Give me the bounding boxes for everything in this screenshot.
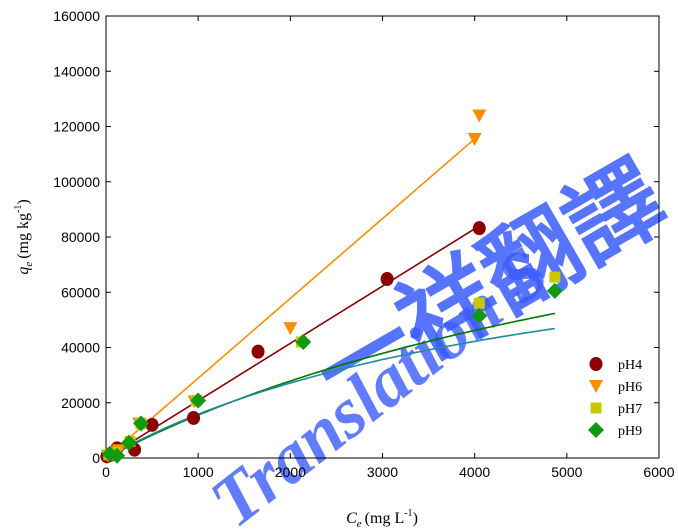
data-point-ph9 — [121, 434, 138, 451]
watermark: 一祥翻譯 Translation S — [196, 141, 678, 531]
x-axis-title: Ce (mg L-1) — [346, 508, 418, 530]
y-tick-label: 160000 — [53, 8, 100, 24]
fit-line-ph7 — [105, 312, 556, 459]
data-point-ph4 — [380, 271, 394, 286]
x-tick-label: 0 — [102, 464, 110, 480]
y-axis-title-main: q — [15, 267, 32, 275]
legend-marker-ph9 — [588, 422, 604, 438]
x-tick-label: 2000 — [275, 464, 306, 480]
y-tick-label: 120000 — [53, 119, 100, 135]
x-axis-title-sub: e — [357, 518, 362, 530]
y-tick-label: 100000 — [53, 174, 100, 190]
legend-label-ph6: pH6 — [618, 380, 642, 395]
data-point-ph9 — [546, 282, 563, 299]
data-point-ph4 — [187, 410, 201, 425]
legend-label-ph9: pH9 — [618, 424, 642, 439]
x-tick-label: 6000 — [643, 464, 674, 480]
data-point-ph9 — [133, 415, 150, 432]
y-axis-title: qe (mg kg-1) — [13, 199, 35, 274]
y-axis-title-close: ) — [15, 199, 32, 204]
legend-marker-ph7 — [590, 402, 602, 414]
legend-marker-ph6 — [589, 380, 603, 393]
fit-line-ph4 — [105, 225, 480, 459]
x-tick-label: 5000 — [551, 464, 582, 480]
x-axis-title-sup: -1 — [404, 508, 412, 519]
y-tick-label: 40000 — [61, 340, 100, 356]
fit-line-ph9 — [105, 327, 556, 459]
x-tick-label: 3000 — [367, 464, 398, 480]
data-point-ph9 — [109, 447, 126, 464]
y-axis-title-sub: e — [23, 262, 35, 267]
y-tick-label: 60000 — [61, 284, 100, 300]
x-tick-label: 4000 — [459, 464, 490, 480]
data-point-ph7 — [549, 271, 561, 283]
data-point-ph9 — [295, 333, 312, 350]
data-point-ph9 — [190, 392, 207, 409]
y-tick-label: 80000 — [61, 229, 100, 245]
data-points — [100, 109, 563, 464]
data-point-ph9 — [471, 307, 488, 324]
legend-label-ph4: pH4 — [618, 358, 642, 373]
data-point-ph6 — [472, 109, 487, 123]
legend-label-ph7: pH7 — [618, 402, 642, 417]
y-tick-label: 20000 — [61, 395, 100, 411]
x-axis-title-unit: (mg L — [365, 510, 405, 527]
y-tick-label: 140000 — [53, 63, 100, 79]
data-point-ph6 — [283, 322, 298, 336]
legend: pH4 pH6 pH7 pH9 — [588, 357, 642, 439]
data-point-ph4 — [145, 417, 159, 432]
fit-line-ph6 — [105, 134, 480, 459]
fit-lines — [105, 134, 556, 459]
legend-marker-ph4 — [589, 357, 603, 371]
y-tick-label: 0 — [92, 450, 100, 466]
data-point-ph4 — [251, 344, 265, 359]
x-axis-title-close: ) — [413, 510, 418, 527]
axis-ticks: 0 1000 2000 3000 4000 5000 6000020000400006000… — [53, 8, 674, 480]
data-point-ph4 — [472, 221, 486, 236]
x-tick-label: 1000 — [183, 464, 214, 480]
y-axis-title-unit: (mg kg — [15, 213, 32, 259]
watermark-latin: Translation S — [196, 231, 563, 531]
data-point-ph7 — [473, 297, 485, 309]
data-point-ph6 — [467, 132, 482, 146]
x-axis-title-main: C — [346, 510, 357, 527]
y-axis-title-sup: -1 — [13, 205, 24, 213]
